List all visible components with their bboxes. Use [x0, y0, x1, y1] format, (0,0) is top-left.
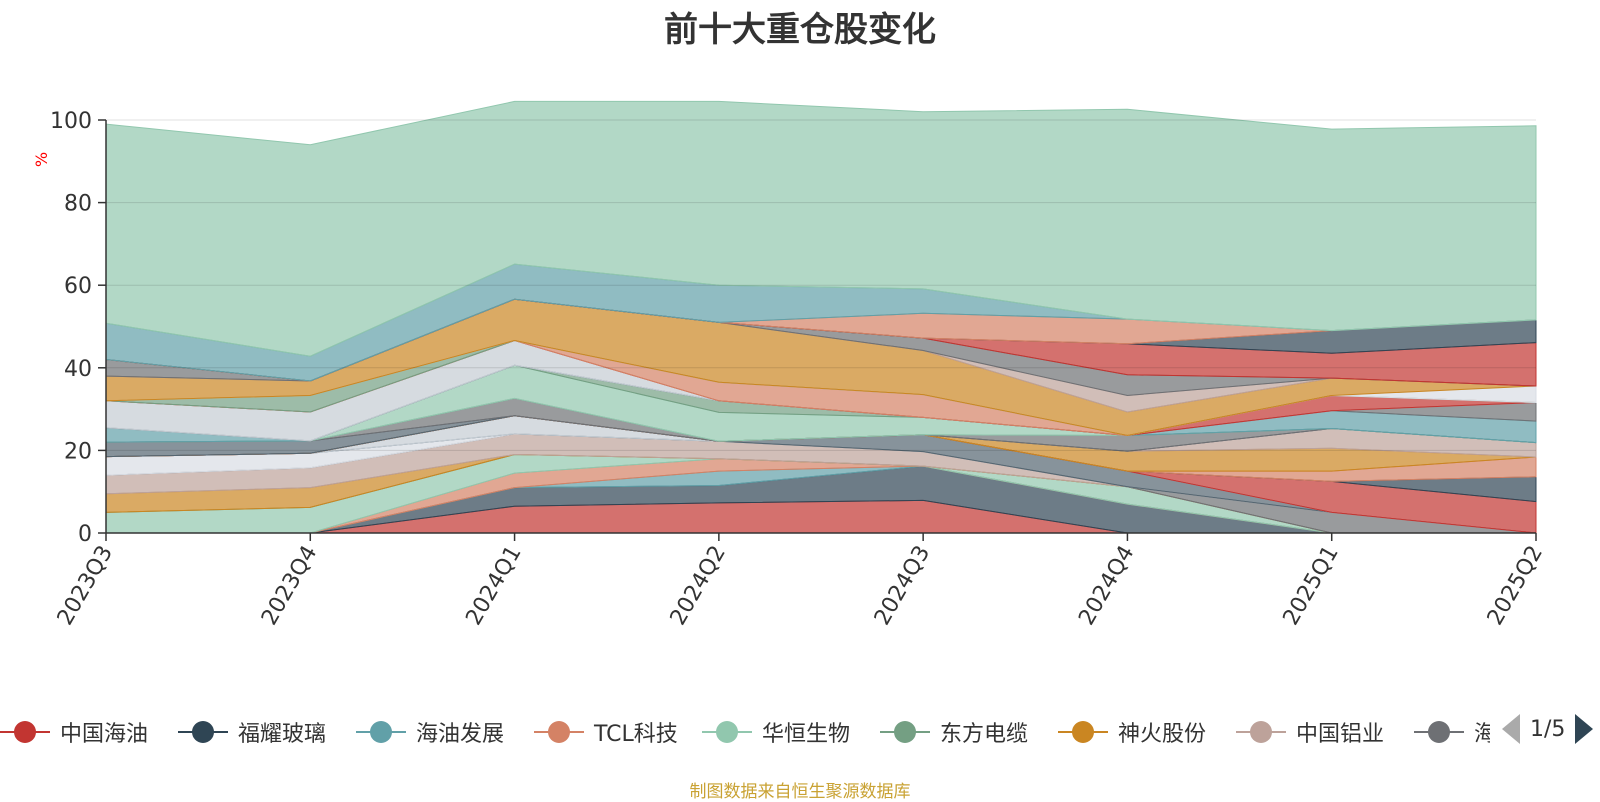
x-tick-label: 2023Q3 [53, 542, 118, 630]
legend-marker-icon [1058, 720, 1108, 744]
stacked-area-chart: 0 20 40 60 80 100 2023Q3 2023Q4 2024Q1 2024Q2 2024… [50, 100, 1548, 630]
area-series-35 [105, 100, 1537, 357]
legend-marker-icon [702, 720, 752, 744]
legend-item[interactable]: 中国铝业 [1236, 712, 1384, 752]
legend-marker-icon [1414, 720, 1464, 744]
legend-next-icon[interactable] [1575, 714, 1594, 744]
x-tick-label: 2024Q1 [461, 542, 526, 630]
chart-title: 前十大重仓股变化 [664, 10, 936, 50]
legend-label: 中国铝业 [1296, 722, 1385, 747]
legend: 中国海油 福耀玻璃 海油发展 TCL科技 华恒生物 东方电缆 神火股份 中国铝业 海 [0, 712, 1600, 752]
legend-item[interactable]: 东方电缆 [880, 712, 1028, 752]
x-tick-label: 2023Q4 [257, 542, 322, 630]
y-tick-label: 20 [64, 439, 92, 464]
x-tick-label: 2025Q2 [1483, 542, 1548, 630]
legend-item[interactable]: 神火股份 [1058, 712, 1206, 752]
legend-label: 东方电缆 [940, 722, 1029, 747]
legend-label: 神火股份 [1118, 722, 1207, 747]
legend-marker-icon [0, 720, 50, 744]
legend-label: 海油发展 [416, 722, 505, 747]
legend-item[interactable]: TCL科技 [534, 712, 678, 752]
x-tick-label: 2024Q4 [1074, 542, 1139, 630]
legend-item[interactable]: 海油发展 [356, 712, 504, 752]
legend-item[interactable]: 中国海油 [0, 712, 148, 752]
legend-marker-icon [356, 720, 406, 744]
y-tick-label: 60 [64, 274, 92, 299]
x-tick-label: 2024Q2 [666, 542, 731, 630]
legend-marker-icon [880, 720, 930, 744]
data-source-note: 制图数据来自恒生聚源数据库 [689, 782, 911, 802]
legend-page-indicator: 1/5 [1530, 716, 1566, 742]
legend-label: 海 [1474, 722, 1490, 747]
legend-label: 中国海油 [60, 722, 149, 747]
legend-item[interactable]: 华恒生物 [702, 712, 850, 752]
area-series [105, 100, 1537, 534]
legend-marker-icon [534, 720, 584, 744]
x-tick-label: 2025Q1 [1279, 542, 1344, 630]
y-tick-label: 80 [64, 192, 92, 217]
y-tick-label: 40 [64, 357, 92, 382]
legend-marker-icon [1236, 720, 1286, 744]
legend-prev-icon[interactable] [1502, 714, 1520, 744]
x-tick-label: 2024Q3 [870, 542, 935, 630]
y-tick-label: 100 [50, 109, 92, 134]
legend-item[interactable]: 福耀玻璃 [178, 712, 326, 752]
legend-label: TCL科技 [594, 722, 678, 747]
legend-pager: 1/5 [1502, 714, 1594, 744]
legend-label: 华恒生物 [762, 722, 851, 747]
legend-label: 福耀玻璃 [238, 722, 327, 747]
legend-item[interactable]: 海 [1414, 712, 1490, 752]
legend-marker-icon [178, 720, 228, 744]
y-tick-label: 0 [78, 522, 92, 547]
